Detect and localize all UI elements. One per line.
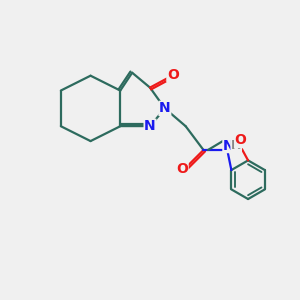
Text: N: N: [159, 101, 171, 116]
Text: N: N: [144, 119, 156, 133]
Text: O: O: [176, 162, 188, 176]
Text: O: O: [167, 68, 179, 82]
Text: H: H: [231, 139, 242, 152]
Text: N: N: [223, 139, 235, 152]
Text: O: O: [235, 134, 247, 148]
